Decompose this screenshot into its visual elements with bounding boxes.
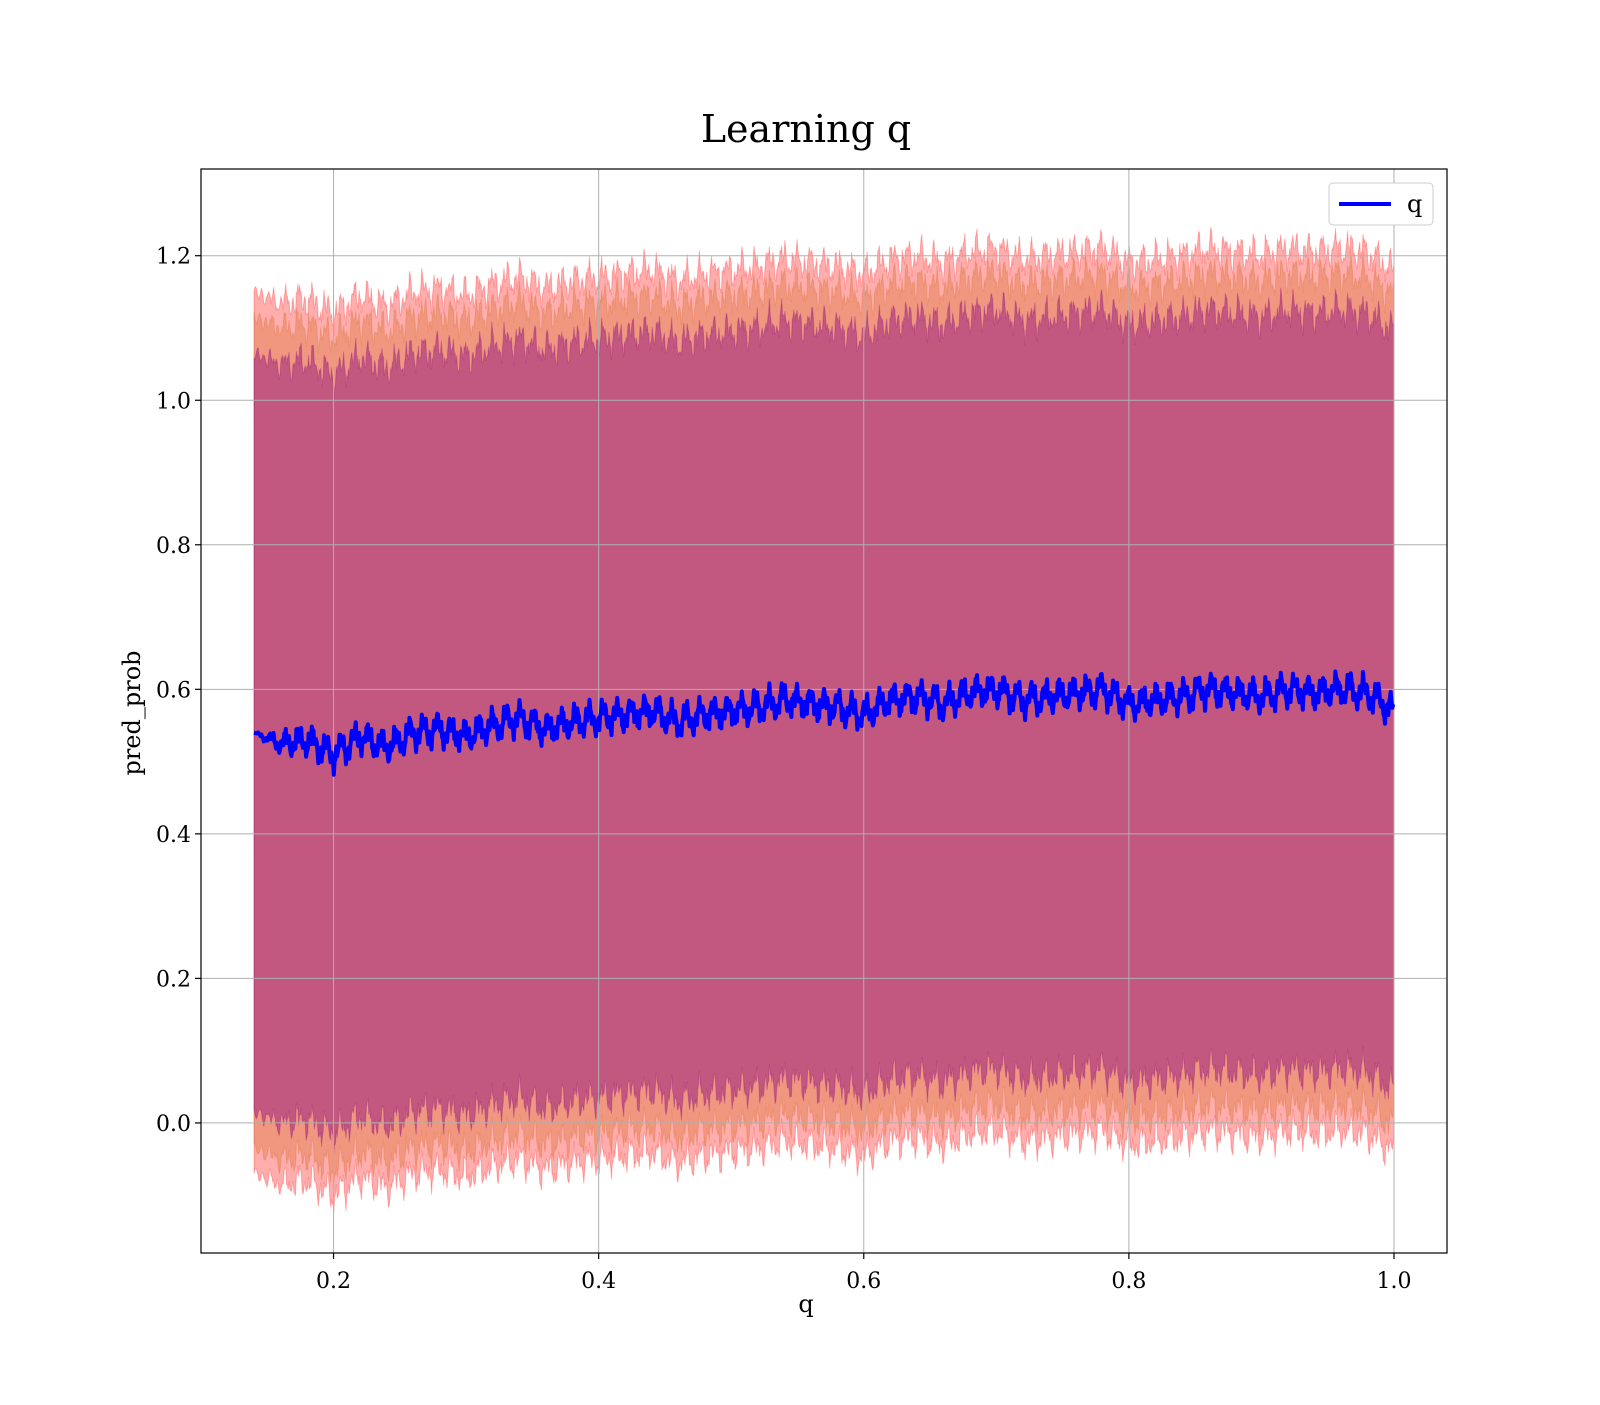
- legend-label-q: q: [1407, 190, 1422, 218]
- y-tick-label: 0.2: [156, 967, 191, 992]
- series-layer: [252, 669, 1396, 777]
- y-tick-label: 1.0: [156, 389, 191, 414]
- plot-frame: [200, 168, 1448, 1254]
- uncertainty-bands: [253, 227, 1395, 1214]
- y-tick-label: 0.0: [156, 1112, 191, 1137]
- y-tick-label: 0.4: [156, 823, 191, 848]
- x-tick-label: 0.8: [1111, 1269, 1146, 1294]
- y-tick-label: 1.2: [156, 245, 191, 270]
- legend: q: [1328, 182, 1434, 226]
- y-tick-label: 0.8: [156, 534, 191, 559]
- axis-ticks: 0.2 0.4 0.6 0.8 1.0 0.0 0.2 0.4 0.6 0.8 1.0 1.2: [156, 245, 1411, 1294]
- x-tick-label: 0.2: [316, 1269, 351, 1294]
- x-tick-label: 0.4: [581, 1269, 616, 1294]
- series-line-q: [252, 669, 1396, 777]
- x-tick-label: 0.6: [846, 1269, 881, 1294]
- y-axis-label: pred_prob: [118, 650, 146, 775]
- y-tick-label: 0.6: [156, 678, 191, 703]
- x-axis-label: q: [798, 1290, 813, 1318]
- x-tick-label: 1.0: [1376, 1269, 1411, 1294]
- chart-title: Learning q: [701, 107, 911, 151]
